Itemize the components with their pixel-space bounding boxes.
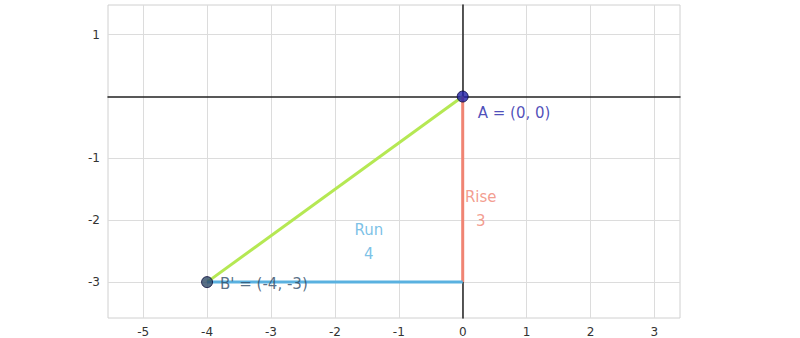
svg-text:2: 2 [587,325,595,338]
svg-text:1: 1 [92,28,100,42]
svg-text:-2: -2 [329,325,341,338]
svg-text:-3: -3 [265,325,277,338]
svg-text:1: 1 [523,325,531,338]
svg-text:A = (0, 0): A = (0, 0) [478,104,551,122]
svg-text:0: 0 [459,325,467,338]
svg-text:4: 4 [364,245,374,263]
svg-text:-3: -3 [88,275,100,289]
svg-text:Run: Run [354,221,383,239]
svg-text:-1: -1 [88,151,100,165]
svg-text:-5: -5 [137,325,149,338]
svg-text:Rise: Rise [465,188,497,206]
svg-text:-4: -4 [201,325,213,338]
svg-text:3: 3 [651,325,659,338]
svg-text:3: 3 [476,212,486,230]
svg-text:-1: -1 [393,325,405,338]
svg-text:-2: -2 [88,213,100,227]
svg-text:B' = (-4, -3): B' = (-4, -3) [220,275,308,293]
